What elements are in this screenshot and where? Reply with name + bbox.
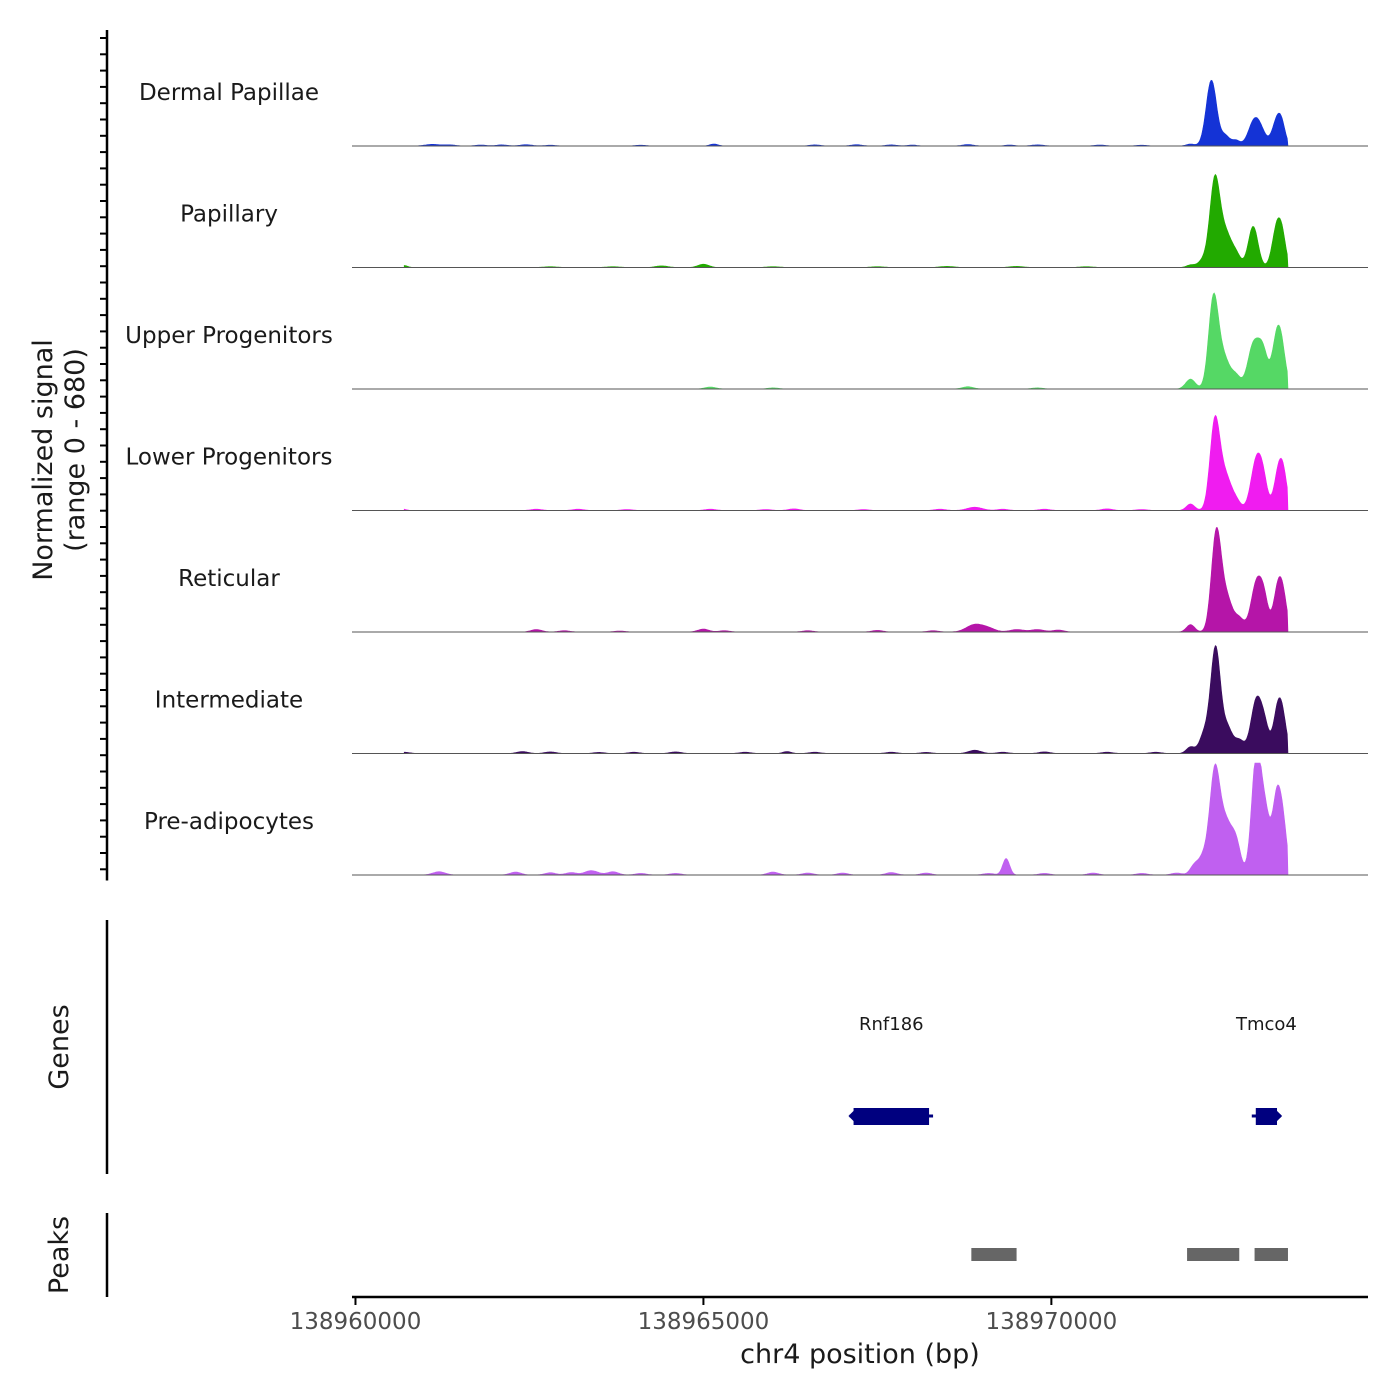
signal-area [404,762,1289,876]
peak-bar [971,1248,1017,1261]
x-axis-ticks: 138960000 138965000 138970000 [290,1297,1118,1335]
track-lower-progenitors: Lower Progenitors [126,414,1368,511]
track-label: Reticular [178,566,280,592]
gene-label: Rnf186 [859,1014,924,1035]
track-label: Pre-adipocytes [144,809,314,835]
peak-bar [1254,1248,1288,1261]
track-reticular: Reticular [178,527,1368,633]
track-dermal-papillae: Dermal Papillae [139,79,1368,147]
gene-annotations: Rnf186 Tmco4 [848,1014,1297,1125]
track-label: Intermediate [155,688,303,714]
gene-label: Tmco4 [1235,1014,1297,1035]
genes-axis-label: Genes [44,1004,75,1089]
x-tick-label: 138960000 [290,1309,422,1335]
gene-tmco4: Tmco4 [1235,1014,1297,1125]
track-intermediate: Intermediate [155,645,1368,754]
track-label: Dermal Papillae [139,80,319,106]
x-tick-label: 138970000 [986,1309,1118,1335]
track-pre-adipocytes: Pre-adipocytes [144,762,1368,876]
y-axis-label-line2: (range 0 - 680) [60,348,91,552]
y-axis-label-line1: Normalized signal [28,339,59,581]
track-label: Lower Progenitors [126,445,333,471]
track-label: Upper Progenitors [125,323,333,349]
track-upper-progenitors: Upper Progenitors [125,292,1368,390]
x-tick-label: 138965000 [638,1309,770,1335]
peaks-axis-label: Peaks [44,1216,75,1294]
track-papillary: Papillary [180,173,1368,268]
peak-bar [1187,1248,1240,1261]
coverage-tracks: Dermal Papillae Papillary Upper Progenitor… [100,30,1368,881]
peak-regions [971,1248,1288,1261]
track-label: Papillary [180,202,278,228]
gene-rnf186: Rnf186 [848,1014,934,1125]
x-axis-title: chr4 position (bp) [740,1339,980,1370]
